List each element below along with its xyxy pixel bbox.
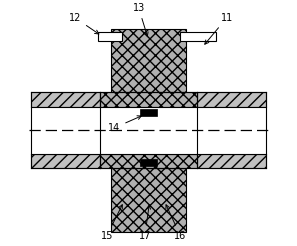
Text: 13: 13 [132,3,148,36]
Bar [180,32,216,41]
Bar [99,92,198,107]
Bar [98,32,121,41]
Bar [198,154,266,168]
Text: 11: 11 [205,13,233,44]
Bar [110,168,187,232]
Bar [198,107,266,154]
Bar [140,109,157,116]
Text: 14: 14 [108,116,141,133]
Text: 17: 17 [139,205,151,241]
Text: 15: 15 [101,205,122,241]
Bar [110,29,187,92]
Text: 12: 12 [69,13,99,34]
Bar [140,159,157,166]
Bar [99,107,198,154]
Text: 16: 16 [166,205,187,241]
Bar [31,92,99,107]
Bar [31,154,99,168]
Bar [99,154,198,168]
Bar [198,92,266,107]
Bar [31,107,99,154]
